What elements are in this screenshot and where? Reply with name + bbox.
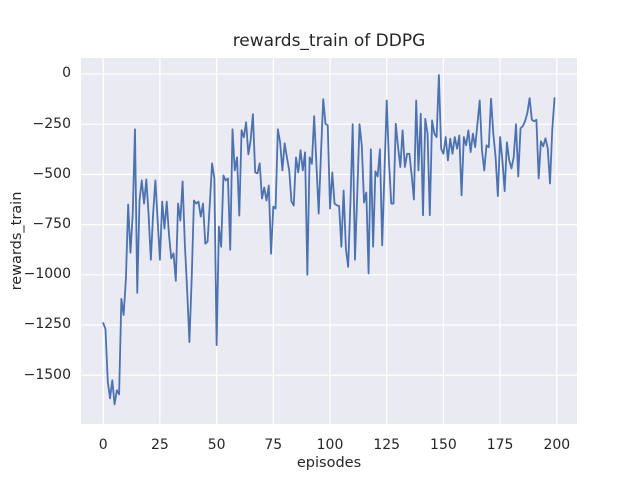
y-tick-label: −1500	[23, 366, 71, 383]
x-tick-label: 0	[98, 437, 108, 453]
x-tick-label: 50	[207, 437, 226, 453]
x-tick-label: 25	[151, 437, 169, 453]
x-tick-label: 200	[543, 437, 571, 453]
y-tick-label: −750	[32, 216, 71, 233]
y-tick-label: −250	[32, 115, 71, 132]
x-tick-label: 175	[486, 437, 514, 453]
x-tick-label: 100	[316, 437, 344, 453]
x-tick-label: 125	[373, 437, 401, 453]
series-line-rewards_train	[102, 73, 556, 405]
x-axis-label: episodes	[296, 455, 362, 471]
y-tick-label: 0	[62, 65, 71, 82]
y-tick-label: −500	[32, 165, 71, 182]
y-tick-label: −1250	[23, 316, 71, 333]
y-axis-label: rewards_train	[9, 191, 25, 291]
x-tick-label: 150	[430, 437, 457, 453]
plot-area	[81, 57, 577, 424]
x-tick-label: 75	[264, 437, 283, 453]
chart-title: rewards_train of DDPG	[232, 31, 426, 51]
y-tick-label: −1000	[23, 266, 71, 283]
